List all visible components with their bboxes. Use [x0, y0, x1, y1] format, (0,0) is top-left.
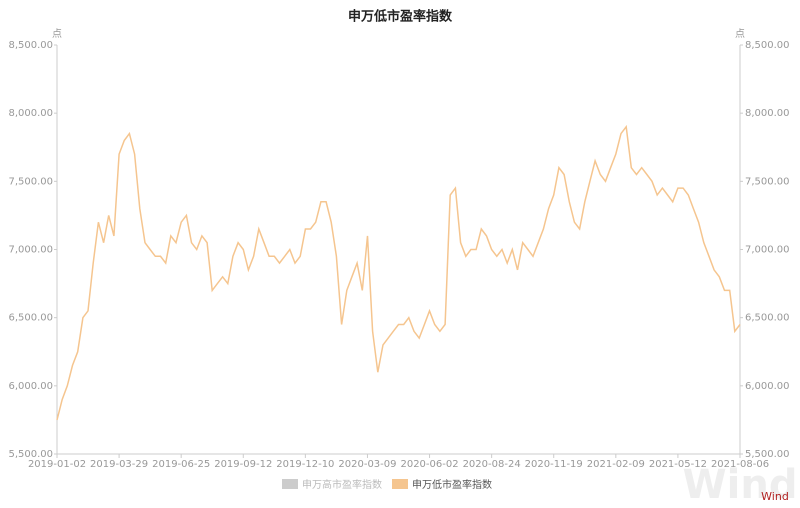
series-line: [56, 124, 741, 421]
x-tick-label: 2021-08-06: [711, 459, 769, 470]
y2-tick-label: 8,000.00: [745, 108, 790, 119]
y2-unit: 点: [735, 28, 745, 40]
x-tick-label: 2019-01-02: [28, 459, 86, 470]
watermark-bg: Wind: [683, 462, 798, 508]
x-tick-label: 2019-12-10: [276, 459, 334, 470]
chart-title: 申万低市盈率指数: [348, 9, 453, 25]
x-tick-label: 2020-06-02: [400, 459, 458, 470]
legend-swatch: [282, 479, 298, 489]
y-tick-label: 7,000.00: [8, 245, 53, 256]
watermark: Wind: [761, 490, 789, 503]
x-tick-label: 2020-11-19: [525, 459, 583, 470]
y2-tick-label: 6,500.00: [745, 313, 790, 324]
legend-label[interactable]: 申万高市盈率指数: [302, 478, 382, 491]
x-tick-label: 2021-02-09: [587, 459, 645, 470]
y2-tick-label: 6,000.00: [745, 381, 790, 392]
y-tick-label: 7,500.00: [8, 176, 53, 187]
y-tick-label: 6,500.00: [8, 313, 53, 324]
y-tick-label: 8,000.00: [8, 108, 53, 119]
x-tick-label: 2019-06-25: [152, 459, 210, 470]
y2-tick-label: 8,500.00: [745, 40, 790, 51]
y-tick-label: 6,000.00: [8, 381, 53, 392]
x-tick-label: 2019-03-29: [90, 459, 148, 470]
y2-tick-label: 7,500.00: [745, 176, 790, 187]
y-tick-label: 5,500.00: [8, 449, 53, 460]
x-tick-label: 2019-09-12: [214, 459, 272, 470]
y-unit: 点: [52, 28, 62, 40]
y2-tick-label: 5,500.00: [745, 449, 790, 460]
x-tick-label: 2021-05-12: [649, 459, 707, 470]
legend-swatch: [392, 479, 408, 489]
x-tick-label: 2020-08-24: [463, 459, 521, 470]
y-tick-label: 8,500.00: [8, 40, 53, 51]
legend-label[interactable]: 申万低市盈率指数: [412, 478, 492, 491]
x-tick-label: 2020-03-09: [338, 459, 396, 470]
y2-tick-label: 7,000.00: [745, 245, 790, 256]
